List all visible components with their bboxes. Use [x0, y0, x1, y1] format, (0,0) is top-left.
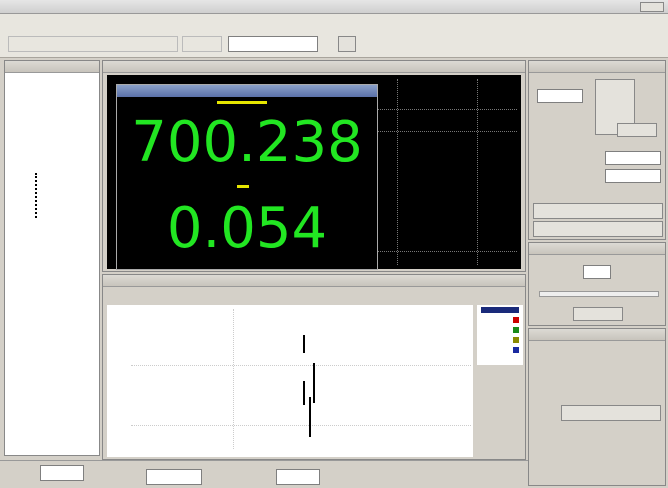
input-field[interactable]: [40, 465, 84, 481]
legend-swatch: [513, 347, 519, 353]
toolbar[interactable]: [182, 36, 222, 52]
grid-line: [131, 425, 471, 426]
grid-line: [377, 131, 517, 132]
slider[interactable]: [539, 291, 659, 297]
legend-header: [481, 307, 519, 313]
panel-caption: [529, 329, 665, 341]
panel-caption: [5, 61, 99, 73]
menu-bar[interactable]: [8, 18, 158, 32]
trace: [303, 335, 305, 353]
control-panel: [528, 60, 666, 240]
tree-panel: [4, 60, 100, 456]
tree-view[interactable]: [11, 79, 71, 99]
input-field[interactable]: [605, 151, 661, 165]
tree-items: [35, 173, 39, 218]
toolbar-button[interactable]: [338, 36, 356, 52]
button[interactable]: [561, 405, 661, 421]
grid-line: [131, 365, 471, 366]
input-field[interactable]: [537, 89, 583, 103]
panel-caption: [103, 275, 525, 287]
dropdown[interactable]: [228, 36, 318, 52]
trace: [313, 363, 315, 403]
plot-toolbar[interactable]: [107, 291, 137, 303]
grid-line: [477, 79, 478, 265]
options-panel: [528, 328, 666, 486]
legend-swatch: [513, 337, 519, 343]
readout-label: [237, 185, 249, 188]
button[interactable]: [573, 307, 623, 321]
settings-panel: [528, 242, 666, 326]
readout-title-bar[interactable]: [117, 85, 377, 97]
status-bar: [0, 460, 528, 488]
legend-swatch: [513, 317, 519, 323]
input-field[interactable]: [605, 169, 661, 183]
toolbar[interactable]: [8, 36, 178, 52]
grid-line: [233, 309, 234, 449]
trace: [309, 397, 311, 437]
grid-line: [377, 109, 517, 110]
button[interactable]: [533, 203, 663, 219]
panel-caption: [529, 243, 665, 255]
window-controls[interactable]: [640, 2, 664, 12]
toolbar-area: [0, 14, 668, 58]
secondary-reading: 0.054: [166, 196, 328, 261]
readout-label: [217, 101, 267, 104]
readout-window: 700.238 0.054: [116, 84, 378, 270]
spin-box[interactable]: [583, 265, 611, 279]
dropdown[interactable]: [146, 469, 202, 485]
panel-caption: [529, 61, 665, 73]
legend: [477, 305, 523, 365]
primary-reading: 700.238: [131, 110, 363, 175]
legend-swatch: [513, 327, 519, 333]
plot-window: [102, 274, 526, 460]
panel-caption: [103, 61, 525, 73]
title-bar: [0, 0, 668, 14]
input-field[interactable]: [276, 469, 320, 485]
grid-line: [377, 251, 517, 252]
plot-area: [107, 305, 473, 457]
trace: [303, 381, 305, 405]
button[interactable]: [533, 221, 663, 237]
button[interactable]: [617, 123, 657, 137]
grid-line: [397, 79, 398, 265]
